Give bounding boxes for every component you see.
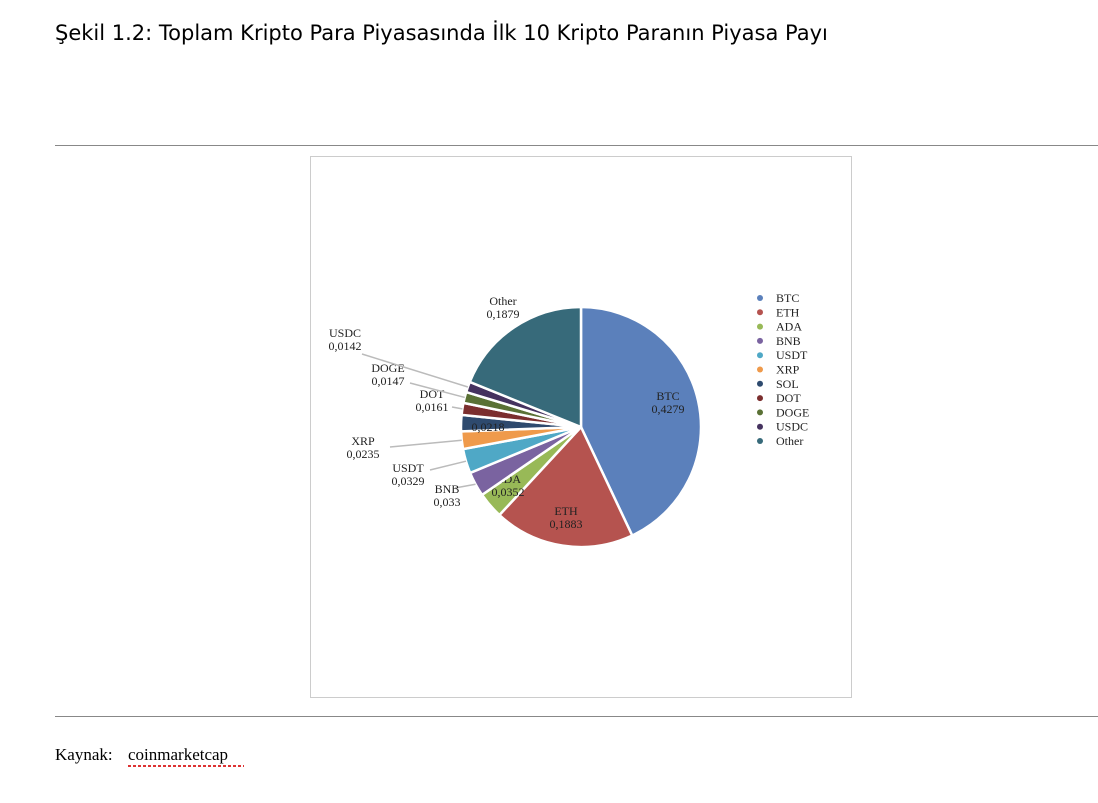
pie-slice bbox=[579, 305, 703, 538]
legend-label: Other bbox=[776, 434, 803, 448]
legend-swatch bbox=[757, 352, 763, 359]
data-label-name: DOGE bbox=[371, 361, 404, 375]
data-label-value: 0,0329 bbox=[392, 474, 425, 488]
leader-line bbox=[454, 483, 476, 489]
source-text: coinmarketcap bbox=[128, 745, 228, 764]
pie-slice bbox=[497, 424, 634, 549]
legend-swatch bbox=[757, 309, 763, 316]
legend-swatch bbox=[757, 423, 763, 430]
legend-swatch bbox=[757, 337, 763, 344]
data-label-value: 0,0218 bbox=[472, 420, 505, 434]
leader-line bbox=[361, 353, 469, 388]
data-label-value: 0,4279 bbox=[652, 402, 685, 416]
legend-label: USDC bbox=[776, 420, 808, 434]
data-label-value: 0,0235 bbox=[347, 447, 380, 461]
legend-swatch bbox=[757, 323, 763, 330]
data-label-value: 0,0142 bbox=[329, 339, 362, 353]
data-label-name: ETH bbox=[554, 504, 578, 518]
data-label-value: 0,1883 bbox=[550, 517, 583, 531]
legend-label: SOL bbox=[776, 377, 799, 391]
pie-slice bbox=[468, 305, 583, 429]
leader-line bbox=[429, 460, 467, 471]
legend-swatch bbox=[757, 380, 763, 387]
legend-swatch bbox=[757, 409, 763, 416]
legend-label: XRP bbox=[776, 363, 800, 377]
legend-label: DOT bbox=[776, 391, 801, 405]
caption: Şekil 1.2: Toplam Kripto Para Piyasasınd… bbox=[55, 20, 828, 45]
legend-swatch bbox=[757, 395, 763, 402]
data-label-value: 0,0161 bbox=[416, 400, 449, 414]
leader-line bbox=[451, 406, 463, 410]
data-label-name: XRP bbox=[351, 434, 375, 448]
legend-label: BTC bbox=[776, 291, 799, 305]
leader-line bbox=[389, 439, 462, 448]
legend-swatch bbox=[757, 438, 763, 444]
data-label-name: Other bbox=[489, 294, 516, 308]
legend-label: BNB bbox=[776, 334, 801, 348]
legend-swatch bbox=[757, 295, 763, 301]
legend-label: ETH bbox=[776, 305, 800, 319]
data-label-name: USDC bbox=[329, 326, 361, 340]
pie-chart: BTC0,4279ETH0,1883ADA0,0352BNB0,033USDT0… bbox=[329, 291, 809, 549]
data-label-value: 0,033 bbox=[434, 495, 461, 509]
data-label-name: BNB bbox=[435, 482, 460, 496]
legend-label: ADA bbox=[776, 320, 802, 334]
data-label-name: BTC bbox=[656, 389, 679, 403]
legend-label: DOGE bbox=[776, 405, 809, 419]
leader-line bbox=[409, 382, 465, 399]
legend-swatch bbox=[757, 366, 763, 373]
data-label-value: 0,0147 bbox=[372, 374, 405, 388]
data-label-value: 0,0352 bbox=[492, 485, 525, 499]
source-label: Kaynak: bbox=[55, 745, 113, 764]
legend-label: USDT bbox=[776, 348, 808, 362]
data-label-name: USDT bbox=[392, 461, 424, 475]
data-label-value: 0,1879 bbox=[487, 307, 520, 321]
